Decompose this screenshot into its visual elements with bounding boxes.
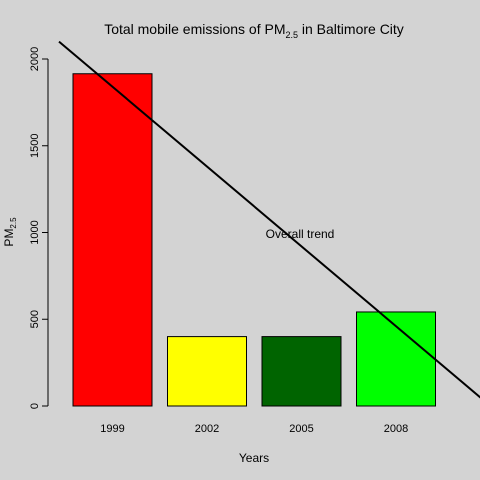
y-tick-label-1500: 1500 (29, 134, 41, 158)
ylabel-base: PM (2, 229, 16, 247)
bar-2008 (356, 311, 436, 407)
x-tick-label-2008: 2008 (384, 423, 408, 435)
title-suffix: in Baltimore City (298, 21, 404, 37)
trend-annotation: Overall trend (266, 227, 335, 241)
x-tick-label-1999: 1999 (100, 423, 124, 435)
x-axis-labels: 1999 2002 2005 2008 (100, 423, 408, 435)
y-tick-label-1000: 1000 (29, 220, 41, 244)
x-tick-label-2002: 2002 (195, 423, 219, 435)
y-axis-title: PM2.5 (2, 217, 18, 247)
y-axis: 0 500 1000 1500 2000 (29, 47, 49, 409)
y-tick-label-2000: 2000 (29, 47, 41, 71)
x-tick-label-2005: 2005 (289, 423, 313, 435)
title-prefix: Total mobile emissions of PM (104, 21, 285, 37)
trend-line (58, 40, 480, 399)
y-tick-label-0: 0 (29, 403, 41, 409)
bar-2002 (167, 336, 247, 407)
bars-group (72, 73, 436, 407)
title-subscript: 2.5 (285, 30, 298, 40)
bar-2005 (261, 336, 342, 407)
ylabel-subscript: 2.5 (9, 217, 18, 229)
bar-1999 (72, 73, 153, 407)
x-axis-title: Years (239, 451, 269, 465)
y-tick-label-500: 500 (29, 310, 41, 328)
chart-title: Total mobile emissions of PM2.5 in Balti… (104, 21, 404, 40)
